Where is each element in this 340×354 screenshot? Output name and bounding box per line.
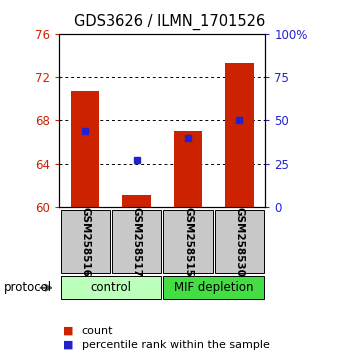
- Text: GSM258530: GSM258530: [235, 207, 244, 276]
- Bar: [164, 210, 213, 273]
- Bar: [215, 210, 264, 273]
- Bar: [225, 63, 254, 207]
- Text: count: count: [82, 326, 113, 336]
- Text: percentile rank within the sample: percentile rank within the sample: [82, 340, 270, 350]
- Text: MIF depletion: MIF depletion: [174, 281, 254, 294]
- Bar: [122, 195, 151, 207]
- Bar: [71, 91, 99, 207]
- Text: GDS3626 / ILMN_1701526: GDS3626 / ILMN_1701526: [74, 13, 266, 30]
- Bar: [164, 276, 264, 299]
- Text: ■: ■: [63, 326, 73, 336]
- Text: control: control: [90, 281, 132, 294]
- Bar: [174, 131, 202, 207]
- Bar: [112, 210, 161, 273]
- Text: ■: ■: [63, 340, 73, 350]
- Text: GSM258516: GSM258516: [80, 207, 90, 276]
- Text: GSM258517: GSM258517: [132, 207, 142, 276]
- Bar: [61, 276, 161, 299]
- Text: GSM258515: GSM258515: [183, 207, 193, 276]
- Text: protocol: protocol: [3, 281, 52, 294]
- Bar: [61, 210, 110, 273]
